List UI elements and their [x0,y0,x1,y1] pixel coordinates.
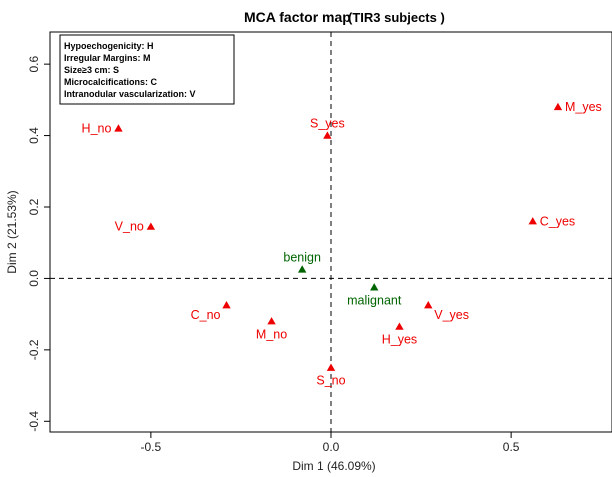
legend-entry-intranodular-vascularization: Intranodular vascularization: V [64,89,196,99]
y-tick-label: 0.2 [27,198,41,215]
legend-entry-microcalcifications: Microcalcifications: C [64,77,158,87]
point-label-s-no: S_no [316,374,345,388]
point-label-c-no: C_no [191,308,221,322]
x-tick-label: 0.5 [503,440,520,454]
x-tick-label: 0.0 [323,440,340,454]
y-tick-label: -0.2 [27,339,41,360]
chart-title: MCA factor map [244,9,351,25]
x-axis-ticks: -0.5 0.0 0.5 [141,432,520,454]
point-marker-v-no [146,222,156,230]
y-tick-label: 0.6 [27,55,41,72]
point-label-v-no: V_no [115,220,144,234]
point-marker-s-no [326,363,336,371]
y-tick-label: 0.4 [27,127,41,144]
chart-subtitle: (TIR3 subjects ) [348,10,445,25]
x-tick-label: -0.5 [141,440,162,454]
legend-box [59,34,235,105]
point-label-m-yes: M_yes [565,100,602,114]
point-marker-s-yes [323,131,332,139]
y-axis-title: Dim 2 (21.53%) [5,190,19,273]
point-marker-v-yes [424,301,433,309]
point-marker-h-no [114,124,123,132]
point-marker-h-yes [395,322,404,330]
y-axis-ticks: -0.4 -0.2 0.0 0.2 0.4 0.6 [27,55,50,432]
x-axis-title: Dim 1 (46.09%) [292,459,375,473]
legend: Hypoechogenicity: H Irregular Margins: M… [59,34,235,105]
point-label-benign: benign [283,251,321,265]
point-label-h-yes: H_yes [382,333,417,347]
point-label-v-yes: V_yes [434,308,469,322]
point-marker-malignant [370,283,379,291]
point-label-c-yes: C_yes [540,214,575,228]
point-label-malignant: malignant [347,293,402,307]
legend-entry-size: Size≥3 cm: S [64,65,119,75]
legend-entry-irregular-margins: Irregular Margins: M [64,53,151,63]
point-label-s-yes: S_yes [310,117,345,131]
point-marker-c-no [222,301,231,309]
point-label-m-no: M_no [256,327,287,341]
y-tick-label: 0.0 [27,270,41,287]
point-marker-m-yes [553,102,563,111]
point-marker-m-no [267,317,276,325]
y-tick-label: -0.4 [27,411,41,432]
point-marker-benign [297,265,307,273]
point-label-h-no: H_no [82,121,112,135]
legend-entry-hypoechogenicity: Hypoechogenicity: H [64,41,154,51]
point-marker-c-yes [528,217,537,225]
